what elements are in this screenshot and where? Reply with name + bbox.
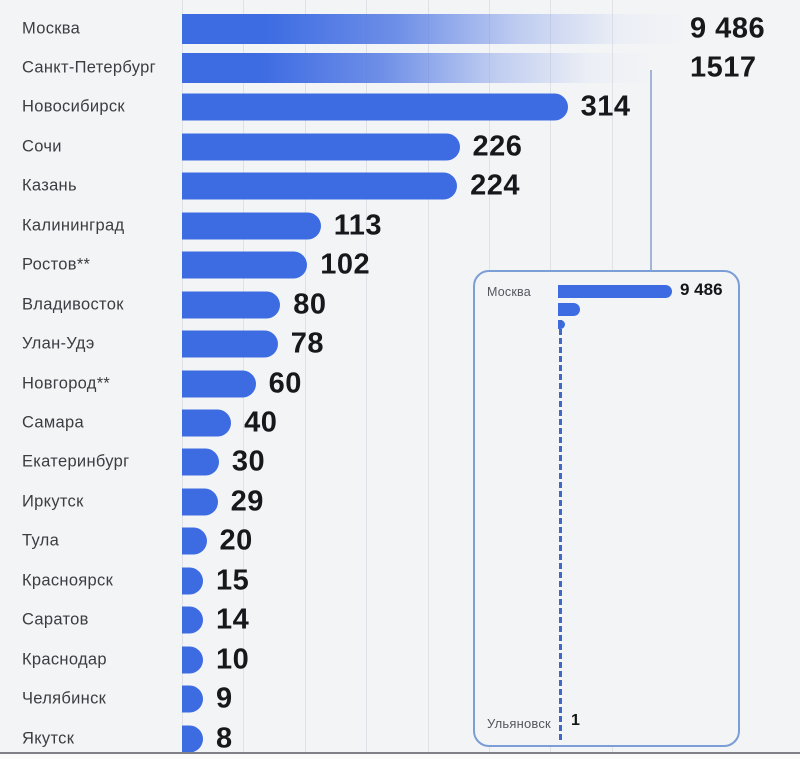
bar-row: Красноярск 15 xyxy=(0,564,800,597)
value-label: 314 xyxy=(580,90,631,123)
bar xyxy=(182,133,460,161)
bar xyxy=(182,606,203,634)
bar-row: Самара 40 xyxy=(0,407,800,440)
bar xyxy=(182,212,321,240)
category-label: Краснодар xyxy=(22,650,107,669)
bar-row: Новосибирск 314 xyxy=(0,91,800,124)
value-label: 14 xyxy=(216,603,250,636)
category-label: Новосибирск xyxy=(22,97,125,116)
value-label: 80 xyxy=(293,288,327,321)
bar-row: Калининград 113 xyxy=(0,209,800,242)
bar-row: Екатеринбург 30 xyxy=(0,446,800,479)
value-label: 78 xyxy=(290,327,325,360)
category-label: Самара xyxy=(22,413,84,432)
category-label: Ростов** xyxy=(22,255,91,274)
bar xyxy=(182,13,690,44)
bar-row: Казань 224 xyxy=(0,170,800,203)
inset-bar-moscow xyxy=(558,285,672,298)
value-label: 224 xyxy=(470,169,520,202)
category-label: Иркутск xyxy=(22,492,84,511)
bar xyxy=(182,330,278,358)
category-label: Челябинск xyxy=(22,689,107,708)
inset-panel: Москва 9 486 Ульяновск 1 xyxy=(473,270,740,747)
bar-row: Якутск 8 xyxy=(0,722,800,755)
category-label: Сочи xyxy=(22,137,62,156)
category-label: Новгород** xyxy=(22,374,111,393)
gridline xyxy=(427,0,429,754)
value-label: 10 xyxy=(216,643,250,676)
bar xyxy=(182,291,281,319)
category-label: Москва xyxy=(22,19,81,37)
value-label: 15 xyxy=(216,564,250,597)
bar-row: Новгород** 60 xyxy=(0,367,800,400)
value-label: 40 xyxy=(244,406,278,439)
category-label: Казань xyxy=(22,176,77,195)
category-label: Владивосток xyxy=(22,295,124,314)
category-label: Калининград xyxy=(22,216,125,235)
value-label: 226 xyxy=(472,130,523,163)
bar xyxy=(182,567,203,595)
bar-row: Москва 9 486 xyxy=(0,12,800,45)
value-label: 9 xyxy=(216,682,233,715)
bar xyxy=(182,251,308,279)
value-label: 113 xyxy=(333,209,383,242)
bar xyxy=(182,172,458,200)
bar xyxy=(182,527,207,555)
value-label: 30 xyxy=(231,445,266,478)
bar xyxy=(182,52,655,83)
inset-bottom-label: Ульяновск xyxy=(487,716,551,731)
bar xyxy=(182,685,203,713)
inset-bottom-value: 1 xyxy=(571,712,580,729)
inset-bar-saint-petersburg xyxy=(558,303,580,316)
bar-row: Улан-Удэ 78 xyxy=(0,328,800,361)
bar-row: Челябинск 9 xyxy=(0,683,800,716)
bar xyxy=(182,93,568,121)
bar xyxy=(182,646,203,674)
bar-row: Тула 20 xyxy=(0,525,800,558)
inset-top-value: 9 486 xyxy=(680,280,723,299)
bar xyxy=(182,488,218,516)
inset-dashed-axis xyxy=(559,320,562,740)
category-label: Санкт-Петербург xyxy=(22,58,156,77)
bar xyxy=(182,725,203,753)
callout-line xyxy=(650,70,652,272)
bar xyxy=(182,448,219,476)
category-label: Улан-Удэ xyxy=(22,334,95,353)
bar xyxy=(182,370,256,398)
bar xyxy=(182,409,232,437)
value-label: 1517 xyxy=(690,51,757,84)
category-label: Екатеринбург xyxy=(22,452,130,471)
category-label: Тула xyxy=(22,531,60,550)
bar-row: Иркутск 29 xyxy=(0,485,800,518)
value-label: 29 xyxy=(230,485,264,518)
gridline xyxy=(304,0,306,754)
value-label: 9 486 xyxy=(690,12,766,44)
bar-row: Краснодар 10 xyxy=(0,643,800,676)
bar-row: Ростов** 102 xyxy=(0,249,800,282)
below-rule-strip xyxy=(0,754,800,759)
inset-top-label: Москва xyxy=(487,285,531,299)
value-label: 20 xyxy=(219,524,253,557)
bar-row: Саратов 14 xyxy=(0,604,800,637)
category-label: Красноярск xyxy=(22,571,114,590)
value-label: 102 xyxy=(320,248,371,281)
category-label: Якутск xyxy=(22,729,75,748)
bottom-rule xyxy=(0,752,800,754)
bar-row: Сочи 226 xyxy=(0,130,800,163)
bar-row: Владивосток 80 xyxy=(0,288,800,321)
value-label: 60 xyxy=(268,367,302,400)
category-label: Саратов xyxy=(22,610,89,629)
bar-row: Санкт-Петербург 1517 xyxy=(0,51,800,84)
gridline xyxy=(366,0,368,754)
value-label: 8 xyxy=(216,722,233,755)
